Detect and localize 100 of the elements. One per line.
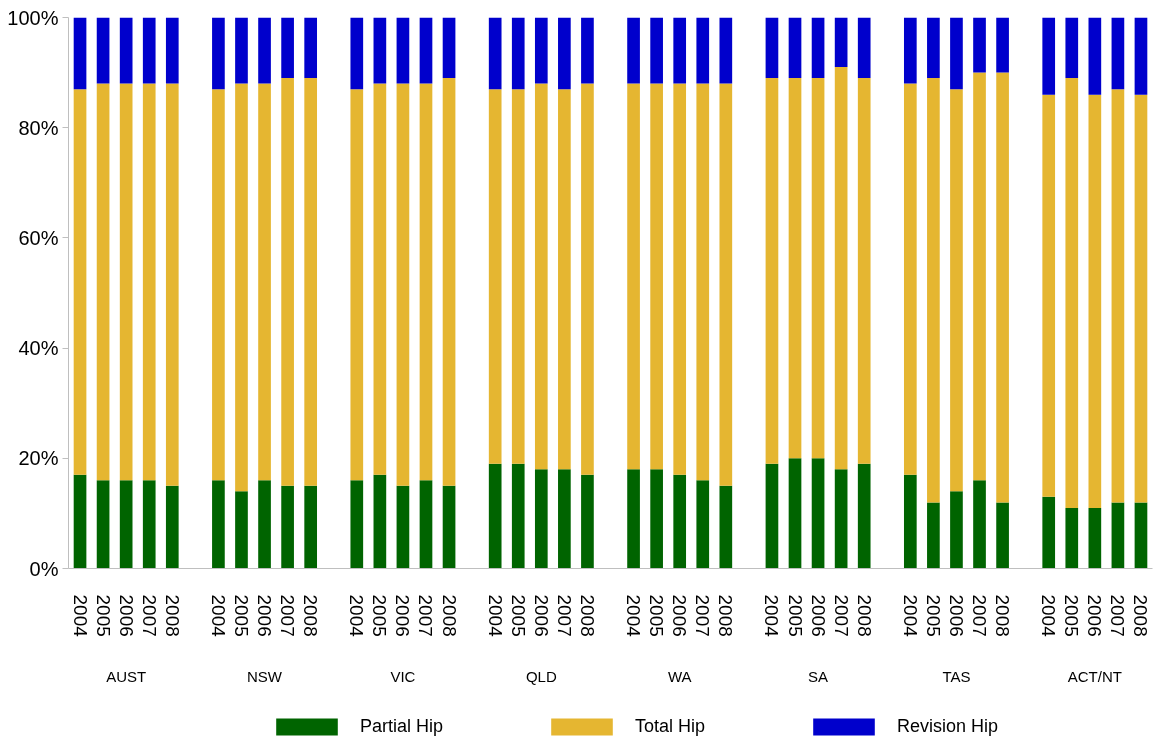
bar <box>96 480 110 569</box>
bar <box>488 17 502 90</box>
bar <box>281 17 294 79</box>
x-tick-label: 2006 <box>115 594 137 637</box>
bar <box>1111 89 1125 503</box>
bar <box>396 485 410 569</box>
bar <box>857 463 871 569</box>
x-tick-label: 2008 <box>300 594 322 637</box>
bar <box>419 83 433 481</box>
bar <box>1111 17 1125 90</box>
x-tick-label: 2007 <box>1107 594 1129 637</box>
bar <box>96 17 110 84</box>
x-tick-label: 2008 <box>853 594 875 637</box>
bar <box>650 469 663 569</box>
bar <box>373 474 387 569</box>
x-tick-label: 2005 <box>646 594 668 637</box>
bar <box>119 480 133 569</box>
bar <box>235 83 248 492</box>
x-tick-label: 2005 <box>922 594 944 637</box>
bar <box>719 485 733 569</box>
bar <box>996 502 1009 569</box>
bar <box>165 485 179 569</box>
bar <box>1042 496 1056 569</box>
bar <box>488 89 502 464</box>
x-tick-label: 2005 <box>507 594 529 637</box>
bar <box>650 83 663 470</box>
bar <box>304 78 318 486</box>
bar <box>696 83 710 481</box>
x-tick-label: 2004 <box>1038 594 1060 638</box>
x-tick-label: 2007 <box>553 594 575 637</box>
bar <box>973 480 986 569</box>
text: NSW <box>247 667 283 685</box>
text: AUST <box>106 667 147 685</box>
bar <box>142 83 156 481</box>
x-tick-label: 2004 <box>69 594 91 638</box>
bar <box>442 78 456 486</box>
text: WA <box>667 667 692 685</box>
bar <box>1065 507 1079 569</box>
bar <box>811 78 825 459</box>
bar <box>719 17 733 84</box>
bar <box>719 83 733 486</box>
bar <box>396 17 410 84</box>
bar <box>165 83 179 486</box>
bar <box>996 72 1009 503</box>
x-tick-label: 2005 <box>92 594 114 637</box>
bar <box>811 458 825 569</box>
x-tick-label: 2007 <box>138 594 160 637</box>
bar <box>834 469 848 569</box>
x-tick-label: 2007 <box>830 594 852 637</box>
bar <box>119 17 133 84</box>
x-tick-label: 2008 <box>992 594 1014 637</box>
bar <box>857 78 871 464</box>
bar <box>212 17 225 90</box>
bar <box>119 83 133 481</box>
bar <box>350 17 364 90</box>
y-tick-label: 60% <box>18 226 59 249</box>
bar <box>627 469 640 569</box>
x-tick-label: 2008 <box>576 594 598 637</box>
bar <box>1134 94 1148 503</box>
x-tick-label: 2005 <box>230 594 252 637</box>
bar <box>765 463 779 569</box>
bar <box>1088 94 1102 508</box>
bar <box>373 17 387 84</box>
bar <box>350 480 364 569</box>
bar <box>696 480 710 569</box>
y-tick-label: 40% <box>18 337 59 360</box>
bar <box>258 83 271 481</box>
bar <box>627 17 640 84</box>
bar <box>788 458 802 569</box>
bar <box>788 78 802 459</box>
x-tick-label: 2006 <box>669 594 691 637</box>
bar <box>281 78 294 486</box>
x-tick-label: 2005 <box>1061 594 1083 637</box>
bar <box>581 17 594 84</box>
bar <box>673 474 687 569</box>
text: VIC <box>390 667 416 685</box>
bar <box>212 89 225 481</box>
bar <box>281 485 294 569</box>
bar <box>927 78 940 503</box>
bar <box>1088 507 1102 569</box>
bar <box>142 480 156 569</box>
text: TAS <box>942 667 971 685</box>
bar <box>996 17 1009 73</box>
bar <box>834 17 848 68</box>
legend-label: Partial Hip <box>360 716 444 737</box>
x-tick-label: 2006 <box>807 594 829 637</box>
x-tick-label: 2008 <box>715 594 737 637</box>
x-tick-label: 2006 <box>530 594 552 637</box>
bar <box>258 17 271 84</box>
bar <box>534 469 548 569</box>
bar <box>165 17 179 84</box>
bar <box>304 17 318 79</box>
x-tick-label: 2004 <box>761 594 783 638</box>
bar <box>950 491 963 569</box>
x-tick-label: 2006 <box>392 594 414 637</box>
legend-label: Revision Hip <box>897 716 999 737</box>
bar <box>927 17 940 79</box>
text: ACT/NT <box>1067 667 1122 685</box>
bar <box>235 491 248 569</box>
x-tick-label: 2008 <box>438 594 460 637</box>
